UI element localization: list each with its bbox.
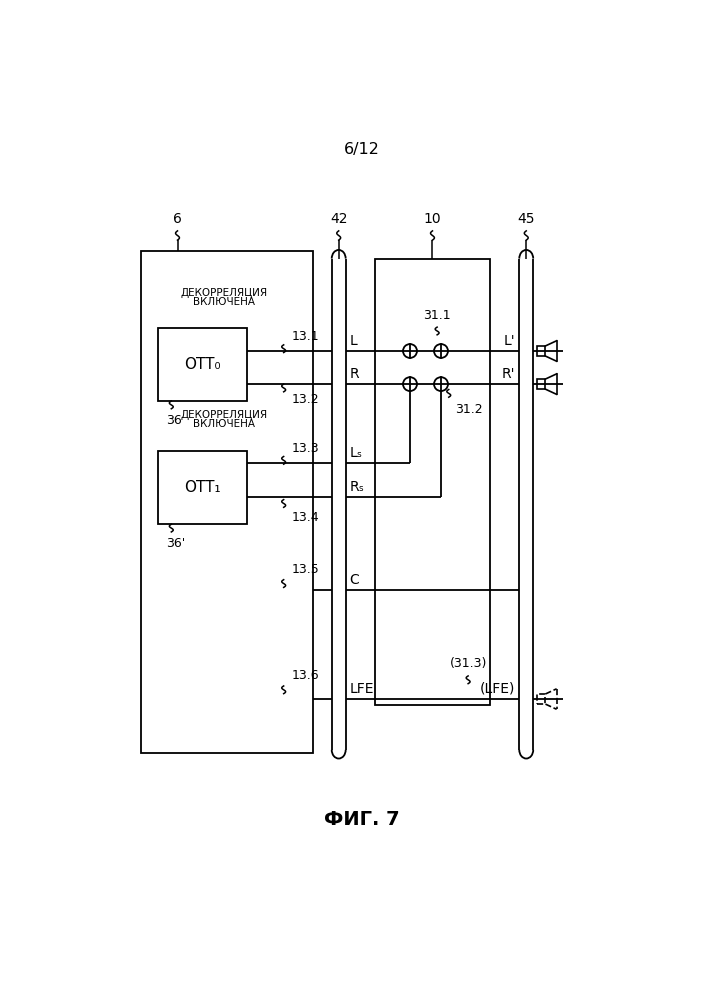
- Bar: [158, 328, 247, 401]
- Text: L: L: [349, 334, 357, 348]
- Bar: [158, 451, 247, 524]
- Text: Lₛ: Lₛ: [349, 446, 363, 460]
- Text: L': L': [504, 334, 515, 348]
- Text: 13.6: 13.6: [291, 669, 319, 682]
- Bar: [375, 259, 490, 705]
- Text: 42: 42: [330, 212, 347, 226]
- Text: 45: 45: [518, 212, 535, 226]
- Text: 13.3: 13.3: [291, 442, 319, 455]
- Text: C: C: [349, 573, 359, 587]
- Text: 13.1: 13.1: [291, 330, 319, 343]
- Text: ВКЛЮЧЕНА: ВКЛЮЧЕНА: [193, 297, 255, 307]
- Text: 31.2: 31.2: [455, 403, 483, 416]
- Bar: [537, 694, 546, 704]
- Text: ДЕКОРРЕЛЯЦИЯ: ДЕКОРРЕЛЯЦИЯ: [180, 410, 267, 420]
- Circle shape: [434, 344, 448, 358]
- Text: 13.2: 13.2: [291, 393, 319, 406]
- Text: 13.4: 13.4: [291, 511, 319, 524]
- Bar: [537, 379, 546, 389]
- Bar: [141, 251, 313, 753]
- Circle shape: [403, 377, 417, 391]
- Text: 31.1: 31.1: [423, 309, 451, 322]
- Circle shape: [403, 344, 417, 358]
- Text: OTT₀: OTT₀: [185, 357, 221, 372]
- Text: ВКЛЮЧЕНА: ВКЛЮЧЕНА: [193, 419, 255, 429]
- Circle shape: [434, 377, 448, 391]
- Text: 10: 10: [423, 212, 441, 226]
- Text: LFE: LFE: [349, 682, 374, 696]
- Text: R': R': [502, 367, 515, 381]
- Text: Rₛ: Rₛ: [349, 480, 364, 494]
- Text: 6: 6: [173, 212, 182, 226]
- Text: ФИГ. 7: ФИГ. 7: [324, 810, 399, 829]
- Text: (31.3): (31.3): [450, 657, 487, 670]
- Text: 6/12: 6/12: [344, 142, 380, 157]
- Text: 36': 36': [166, 537, 185, 550]
- Text: (LFE): (LFE): [480, 682, 515, 696]
- Text: R: R: [349, 367, 359, 381]
- Bar: [537, 346, 546, 356]
- Text: OTT₁: OTT₁: [185, 480, 221, 495]
- Text: 13.5: 13.5: [291, 563, 319, 576]
- Text: ДЕКОРРЕЛЯЦИЯ: ДЕКОРРЕЛЯЦИЯ: [180, 288, 267, 298]
- Text: 36: 36: [166, 414, 182, 427]
